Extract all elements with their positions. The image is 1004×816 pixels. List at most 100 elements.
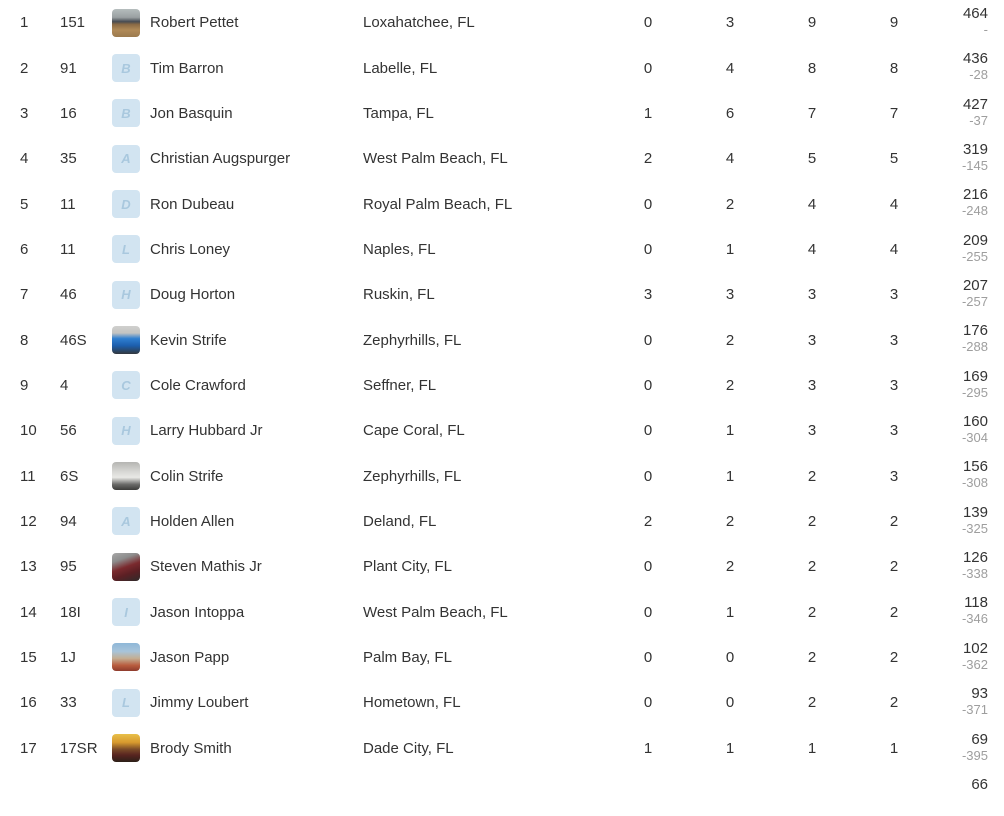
table-row-partial[interactable]: 66 bbox=[0, 770, 1004, 816]
stat-col-4: 2 bbox=[889, 603, 899, 621]
points-diff: -362 bbox=[961, 656, 988, 672]
driver-name[interactable]: Steven Mathis Jr bbox=[150, 558, 262, 576]
hometown: Ruskin, FL bbox=[363, 286, 435, 304]
driver-name[interactable]: Holden Allen bbox=[150, 512, 235, 530]
stat-col-3: 9 bbox=[807, 14, 817, 32]
table-row[interactable]: 1 151 Robert Pettet Loxahatchee, FL 0 3 … bbox=[0, 0, 1004, 46]
table-row[interactable]: 10 56 H Larry Hubbard Jr Cape Coral, FL … bbox=[0, 408, 1004, 454]
table-row[interactable]: 16 33 L Jimmy Loubert Hometown, FL 0 0 2… bbox=[0, 680, 1004, 726]
stat-col-4: 3 bbox=[889, 331, 899, 349]
table-row[interactable]: 2 91 B Tim Barron Labelle, FL 0 4 8 8 43… bbox=[0, 45, 1004, 91]
stat-col-1: 3 bbox=[643, 286, 653, 304]
hometown: Zephyrhills, FL bbox=[363, 467, 462, 485]
points-value: 102 bbox=[962, 639, 988, 657]
table-row[interactable]: 14 18I I Jason Intoppa West Palm Beach, … bbox=[0, 589, 1004, 635]
position-rank: 12 bbox=[20, 512, 37, 530]
driver-name[interactable]: Tim Barron bbox=[150, 59, 224, 77]
table-row[interactable]: 8 46S Kevin Strife Zephyrhills, FL 0 2 3… bbox=[0, 317, 1004, 363]
driver-name[interactable]: Cole Crawford bbox=[150, 376, 246, 394]
driver-name[interactable] bbox=[150, 771, 363, 816]
stat-col-3: 3 bbox=[807, 286, 817, 304]
points-value: 436 bbox=[962, 50, 988, 68]
stat-col-2: 2 bbox=[725, 376, 735, 394]
points-value: 156 bbox=[962, 458, 988, 476]
stat-col-1: 0 bbox=[643, 467, 653, 485]
points-diff: -371 bbox=[961, 702, 988, 718]
table-row[interactable]: 5 11 D Ron Dubeau Royal Palm Beach, FL 0… bbox=[0, 181, 1004, 227]
stat-col-1: 1 bbox=[643, 104, 653, 122]
stat-col-4: 2 bbox=[889, 694, 899, 712]
hometown: Seffner, FL bbox=[363, 376, 437, 394]
hometown: West Palm Beach, FL bbox=[363, 603, 508, 621]
stat-col-4: 4 bbox=[889, 195, 899, 213]
car-number: 11 bbox=[60, 195, 76, 213]
points-diff: -28 bbox=[969, 67, 988, 83]
driver-name[interactable]: Jason Papp bbox=[150, 648, 230, 666]
hometown: Zephyrhills, FL bbox=[363, 331, 462, 349]
table-row[interactable]: 12 94 A Holden Allen Deland, FL 2 2 2 2 … bbox=[0, 498, 1004, 545]
driver-name[interactable]: Christian Augspurger bbox=[150, 150, 291, 168]
points-diff: - bbox=[983, 22, 988, 37]
stat-col-3: 2 bbox=[807, 603, 817, 621]
position-rank: 5 bbox=[20, 195, 29, 213]
driver-name[interactable]: Kevin Strife bbox=[150, 331, 227, 349]
car-number bbox=[60, 771, 112, 816]
driver-name[interactable]: Chris Loney bbox=[150, 240, 231, 258]
table-row[interactable]: 7 46 H Doug Horton Ruskin, FL 3 3 3 3 20… bbox=[0, 272, 1004, 318]
stat-col-2: 3 bbox=[725, 14, 735, 32]
car-number: 6S bbox=[60, 467, 79, 485]
stat-col-2: 4 bbox=[725, 59, 735, 77]
table-row[interactable]: 11 6S Colin Strife Zephyrhills, FL 0 1 2… bbox=[0, 453, 1004, 499]
driver-initial-avatar: L bbox=[112, 688, 140, 717]
stat-col-4: 2 bbox=[889, 648, 899, 666]
table-row[interactable]: 3 16 B Jon Basquin Tampa, FL 1 6 7 7 427… bbox=[0, 90, 1004, 137]
points-value: 139 bbox=[962, 503, 988, 521]
stat-col-1: 0 bbox=[643, 558, 653, 576]
points-value: 427 bbox=[962, 95, 988, 113]
stat-col-2: 0 bbox=[725, 648, 735, 666]
driver-name[interactable]: Brody Smith bbox=[150, 739, 232, 757]
stat-col-3: 5 bbox=[807, 150, 817, 168]
stat-col-4: 1 bbox=[889, 739, 899, 757]
driver-name[interactable]: Larry Hubbard Jr bbox=[150, 422, 263, 440]
stat-col-2: 3 bbox=[725, 286, 735, 304]
table-row[interactable]: 15 1J Jason Papp Palm Bay, FL 0 0 2 2 10… bbox=[0, 634, 1004, 681]
stat-col-4: 8 bbox=[889, 59, 899, 77]
stat-col-3: 2 bbox=[807, 467, 817, 485]
driver-name[interactable]: Ron Dubeau bbox=[150, 195, 235, 213]
hometown: Tampa, FL bbox=[363, 104, 434, 122]
points-diff: -395 bbox=[961, 747, 988, 763]
driver-photo bbox=[112, 734, 140, 763]
stat-col-4: 3 bbox=[889, 467, 899, 485]
table-row[interactable]: 4 35 A Christian Augspurger West Palm Be… bbox=[0, 136, 1004, 182]
stat-col-3: 8 bbox=[807, 59, 817, 77]
driver-name[interactable]: Jon Basquin bbox=[150, 104, 233, 122]
driver-name[interactable]: Robert Pettet bbox=[150, 14, 239, 32]
points-value: 69 bbox=[971, 730, 988, 748]
hometown: Cape Coral, FL bbox=[363, 422, 465, 440]
stat-col-2: 0 bbox=[725, 694, 735, 712]
stat-col-1: 0 bbox=[643, 14, 653, 32]
driver-name[interactable]: Jimmy Loubert bbox=[150, 694, 249, 712]
table-row[interactable]: 6 11 L Chris Loney Naples, FL 0 1 4 4 20… bbox=[0, 226, 1004, 273]
table-row[interactable]: 13 95 Steven Mathis Jr Plant City, FL 0 … bbox=[0, 544, 1004, 590]
car-number: 56 bbox=[60, 422, 77, 440]
driver-name[interactable]: Colin Strife bbox=[150, 467, 224, 485]
position-rank: 7 bbox=[20, 286, 29, 304]
stat-col-3: 3 bbox=[807, 376, 817, 394]
driver-name[interactable]: Doug Horton bbox=[150, 286, 236, 304]
table-row[interactable]: 9 4 C Cole Crawford Seffner, FL 0 2 3 3 … bbox=[0, 362, 1004, 409]
points-value: 66 bbox=[971, 775, 988, 793]
driver-initial-avatar: A bbox=[112, 507, 140, 536]
car-number: 91 bbox=[60, 59, 77, 77]
stat-col-2: 4 bbox=[725, 150, 735, 168]
table-row[interactable]: 17 17SR Brody Smith Dade City, FL 1 1 1 … bbox=[0, 725, 1004, 771]
driver-initial-avatar: A bbox=[112, 144, 140, 173]
driver-name[interactable]: Jason Intoppa bbox=[150, 603, 245, 621]
position-rank: 8 bbox=[20, 331, 29, 349]
stat-col-4: 2 bbox=[889, 558, 899, 576]
hometown: Loxahatchee, FL bbox=[363, 14, 475, 32]
driver-photo bbox=[112, 326, 140, 355]
stat-col-1: 2 bbox=[643, 512, 653, 530]
stat-col-1: 0 bbox=[643, 603, 653, 621]
